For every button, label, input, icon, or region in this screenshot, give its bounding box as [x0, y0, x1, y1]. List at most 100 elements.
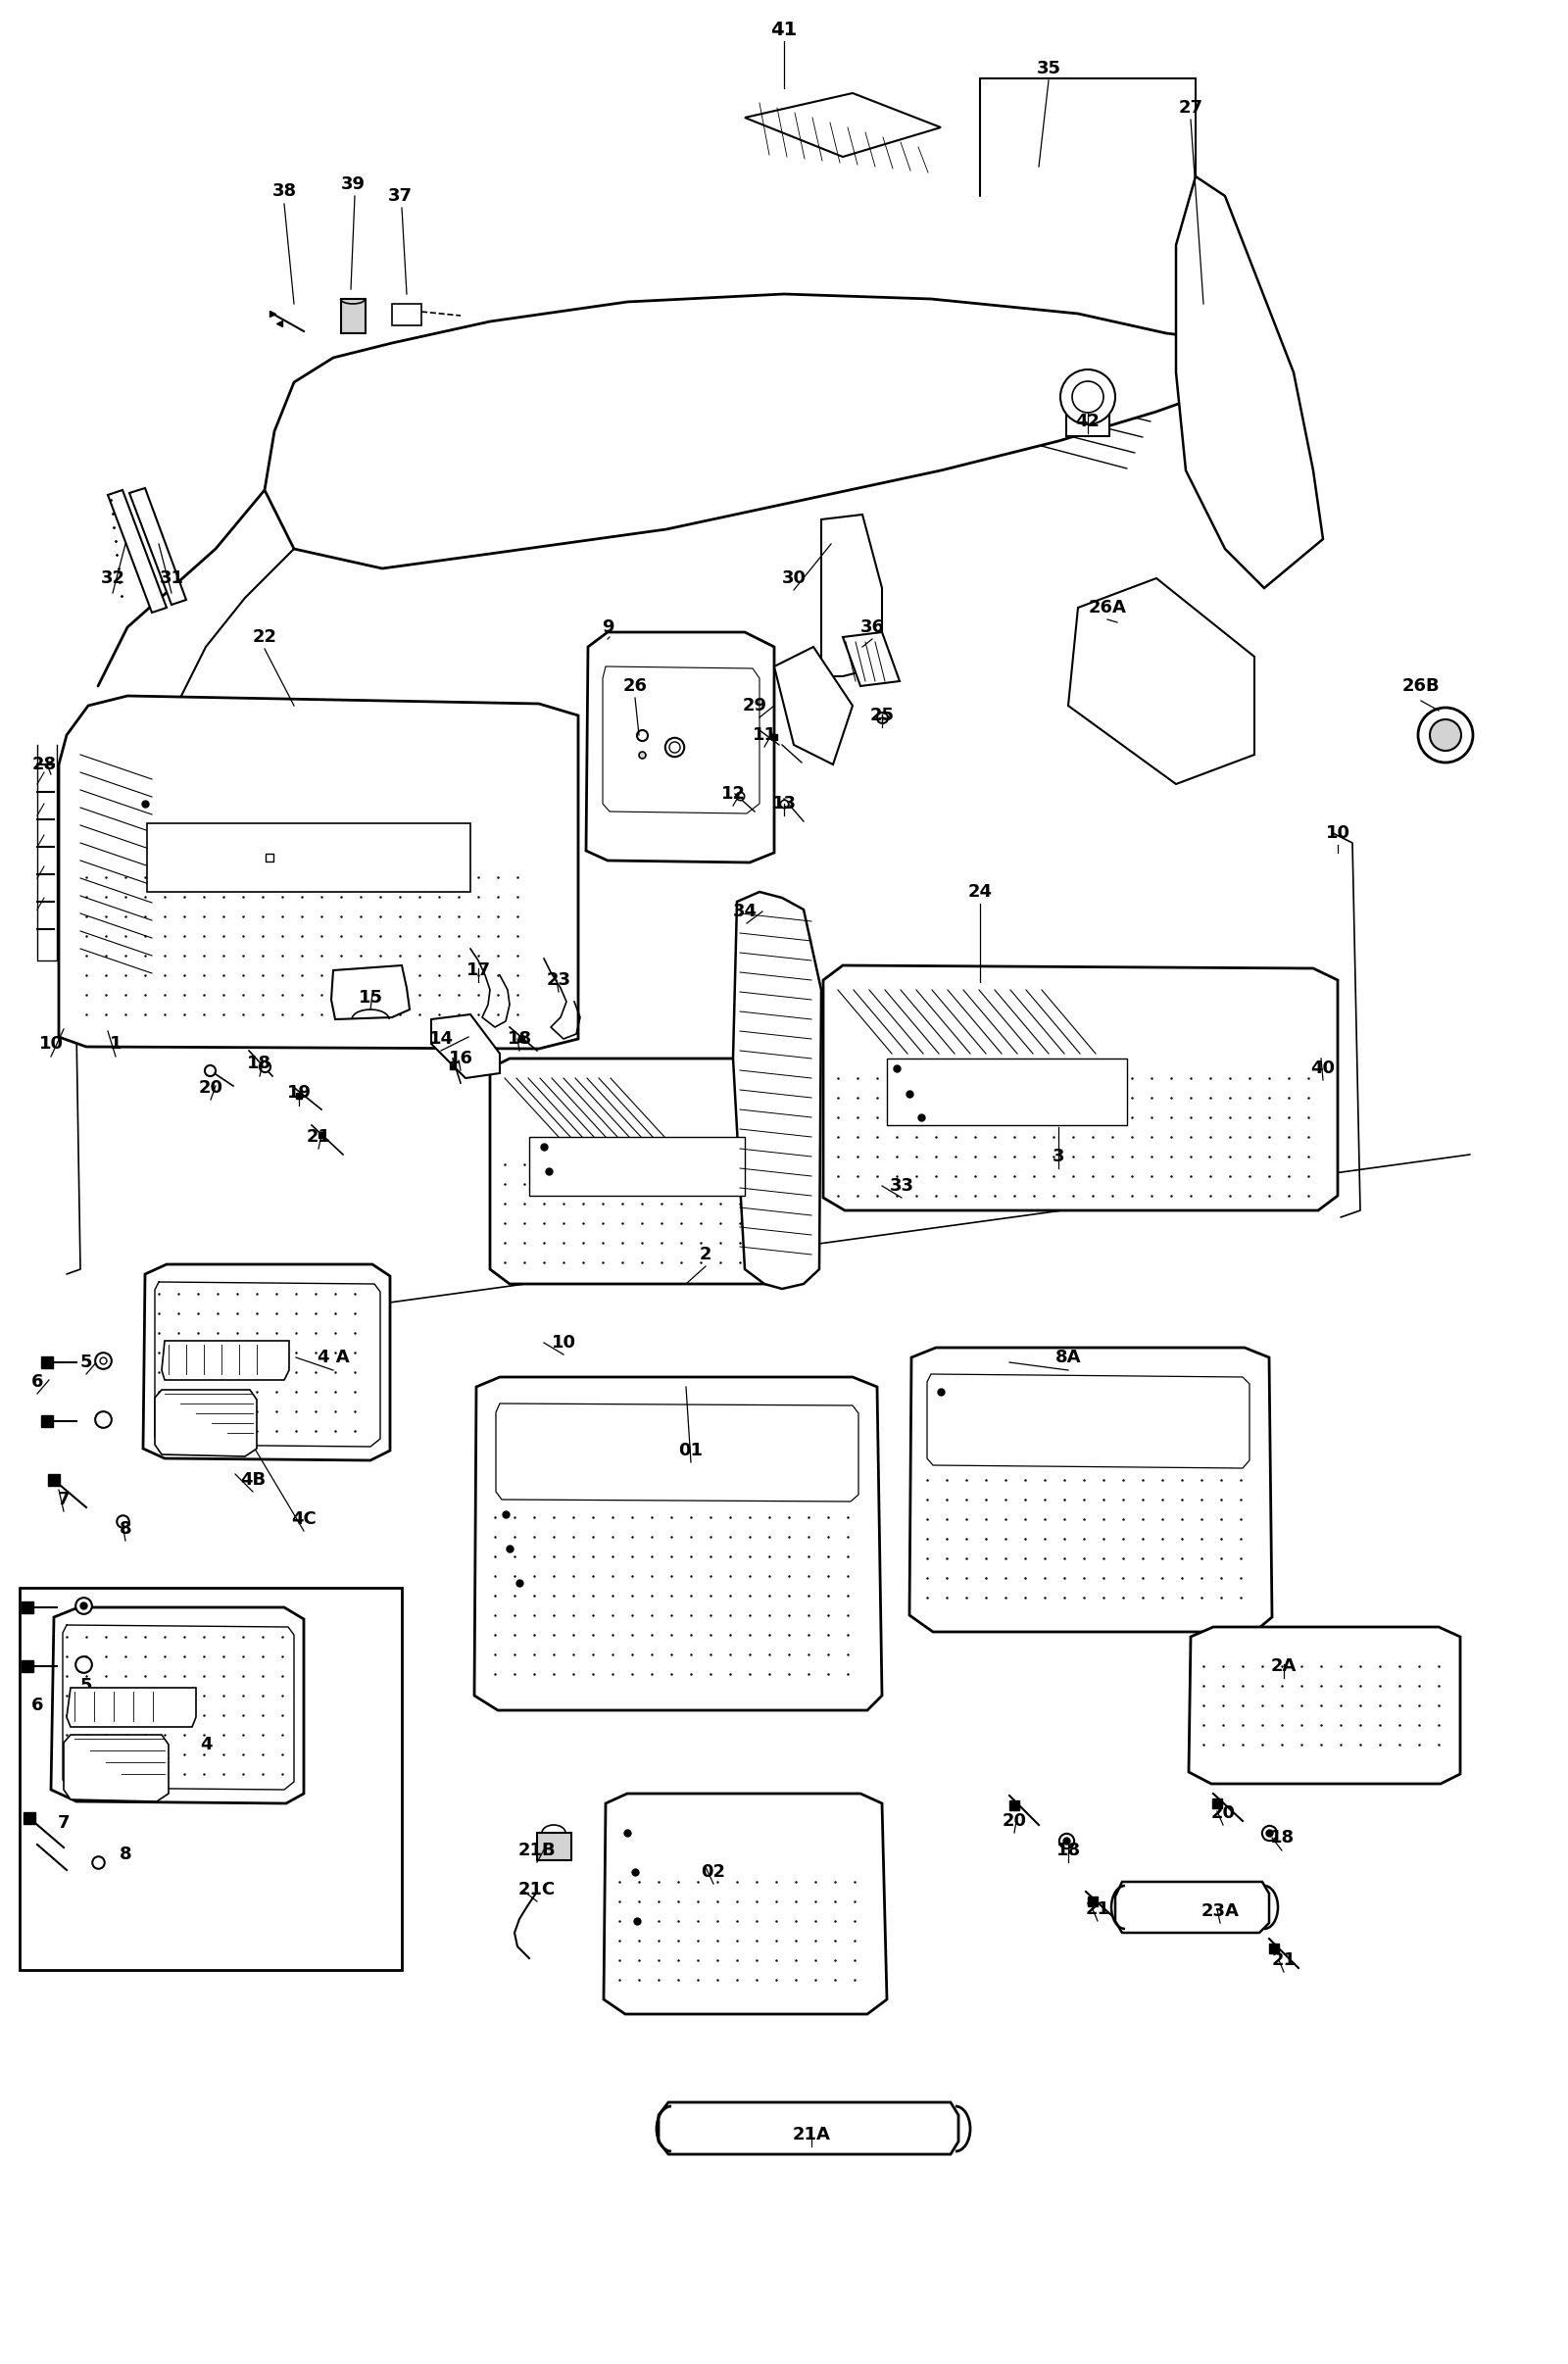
Text: 31: 31: [160, 570, 183, 586]
Circle shape: [1430, 719, 1461, 752]
Text: 9: 9: [602, 619, 613, 636]
Text: 20: 20: [1002, 1813, 1027, 1830]
Text: 6: 6: [31, 1697, 44, 1714]
Polygon shape: [1068, 579, 1254, 785]
Text: 14: 14: [428, 1031, 453, 1047]
Polygon shape: [1189, 1626, 1460, 1785]
Bar: [342, 298, 365, 333]
Text: 15: 15: [358, 988, 383, 1007]
Text: 23: 23: [546, 972, 571, 988]
Circle shape: [1417, 707, 1472, 764]
Polygon shape: [844, 631, 900, 686]
Text: 41: 41: [770, 19, 798, 38]
Polygon shape: [129, 487, 187, 605]
Text: 10: 10: [39, 1035, 63, 1052]
Polygon shape: [155, 1390, 257, 1456]
Polygon shape: [143, 1265, 390, 1461]
Text: 4 A: 4 A: [317, 1347, 350, 1366]
Polygon shape: [909, 1347, 1272, 1631]
Text: 30: 30: [781, 570, 806, 586]
Text: 26B: 26B: [1402, 676, 1439, 695]
Polygon shape: [927, 1373, 1250, 1468]
Polygon shape: [64, 1735, 169, 1801]
Text: 6: 6: [31, 1373, 44, 1390]
Polygon shape: [108, 489, 166, 612]
Text: 10: 10: [1325, 825, 1350, 842]
Polygon shape: [586, 631, 775, 863]
Text: 21: 21: [1085, 1901, 1110, 1917]
Polygon shape: [822, 515, 881, 676]
Text: 21: 21: [306, 1128, 331, 1147]
Polygon shape: [602, 667, 759, 813]
Polygon shape: [474, 1378, 881, 1709]
Polygon shape: [734, 891, 822, 1288]
Polygon shape: [887, 1059, 1127, 1125]
Polygon shape: [489, 1059, 792, 1284]
Text: 32: 32: [100, 570, 125, 586]
Text: 18: 18: [1055, 1842, 1080, 1858]
Text: 42: 42: [1076, 414, 1101, 430]
Polygon shape: [265, 293, 1236, 567]
Text: 36: 36: [859, 619, 884, 636]
Text: 4B: 4B: [240, 1470, 265, 1489]
Text: 12: 12: [721, 785, 745, 804]
Text: 24: 24: [967, 884, 993, 901]
Text: 20: 20: [1210, 1804, 1236, 1823]
Text: 29: 29: [742, 697, 767, 714]
Polygon shape: [823, 965, 1338, 1210]
Text: 25: 25: [870, 707, 894, 723]
Text: 26: 26: [622, 676, 648, 695]
Text: 21C: 21C: [519, 1882, 555, 1898]
Polygon shape: [147, 823, 470, 891]
Polygon shape: [659, 2102, 958, 2154]
Polygon shape: [1176, 177, 1323, 589]
Text: 26A: 26A: [1088, 598, 1126, 617]
Polygon shape: [50, 1608, 304, 1804]
Polygon shape: [775, 648, 853, 764]
Text: 11: 11: [753, 726, 776, 745]
Text: 2A: 2A: [1272, 1657, 1297, 1676]
Text: 39: 39: [340, 175, 365, 194]
Bar: [1066, 407, 1110, 435]
Text: 40: 40: [1311, 1059, 1336, 1078]
Bar: [392, 305, 422, 326]
Text: 18: 18: [248, 1054, 271, 1073]
Polygon shape: [495, 1404, 859, 1501]
Text: 2: 2: [699, 1246, 712, 1262]
Bar: [19, 1589, 401, 1969]
Text: 3: 3: [1052, 1147, 1065, 1165]
Text: 8: 8: [119, 1520, 132, 1537]
Text: 35: 35: [1036, 59, 1062, 78]
Text: 18: 18: [1270, 1830, 1294, 1846]
Text: 5: 5: [80, 1676, 93, 1695]
Text: 13: 13: [771, 794, 797, 813]
Text: 34: 34: [732, 903, 757, 920]
Text: 38: 38: [271, 182, 296, 201]
Polygon shape: [604, 1794, 887, 2014]
Polygon shape: [162, 1340, 289, 1381]
Text: 28: 28: [31, 756, 56, 773]
Circle shape: [1073, 381, 1104, 414]
Text: 16: 16: [448, 1050, 474, 1066]
Text: 33: 33: [889, 1177, 914, 1194]
Text: 10: 10: [552, 1333, 575, 1352]
Polygon shape: [331, 965, 409, 1019]
Polygon shape: [66, 1688, 196, 1728]
Text: 37: 37: [387, 187, 412, 206]
Text: 5: 5: [80, 1355, 93, 1371]
Text: 23A: 23A: [1201, 1903, 1239, 1920]
Text: 18: 18: [506, 1031, 532, 1047]
Text: 4: 4: [199, 1735, 212, 1754]
Text: 4C: 4C: [292, 1511, 317, 1527]
Text: 01: 01: [679, 1442, 702, 1459]
Bar: [536, 1832, 571, 1860]
Text: 21B: 21B: [517, 1842, 557, 1858]
Polygon shape: [1115, 1882, 1269, 1934]
Text: 8: 8: [119, 1846, 132, 1863]
Polygon shape: [530, 1137, 745, 1196]
Circle shape: [1060, 369, 1115, 426]
Text: 1: 1: [110, 1035, 122, 1052]
Text: 7: 7: [58, 1813, 71, 1832]
Text: 21: 21: [1272, 1950, 1297, 1969]
Text: 02: 02: [701, 1863, 726, 1882]
